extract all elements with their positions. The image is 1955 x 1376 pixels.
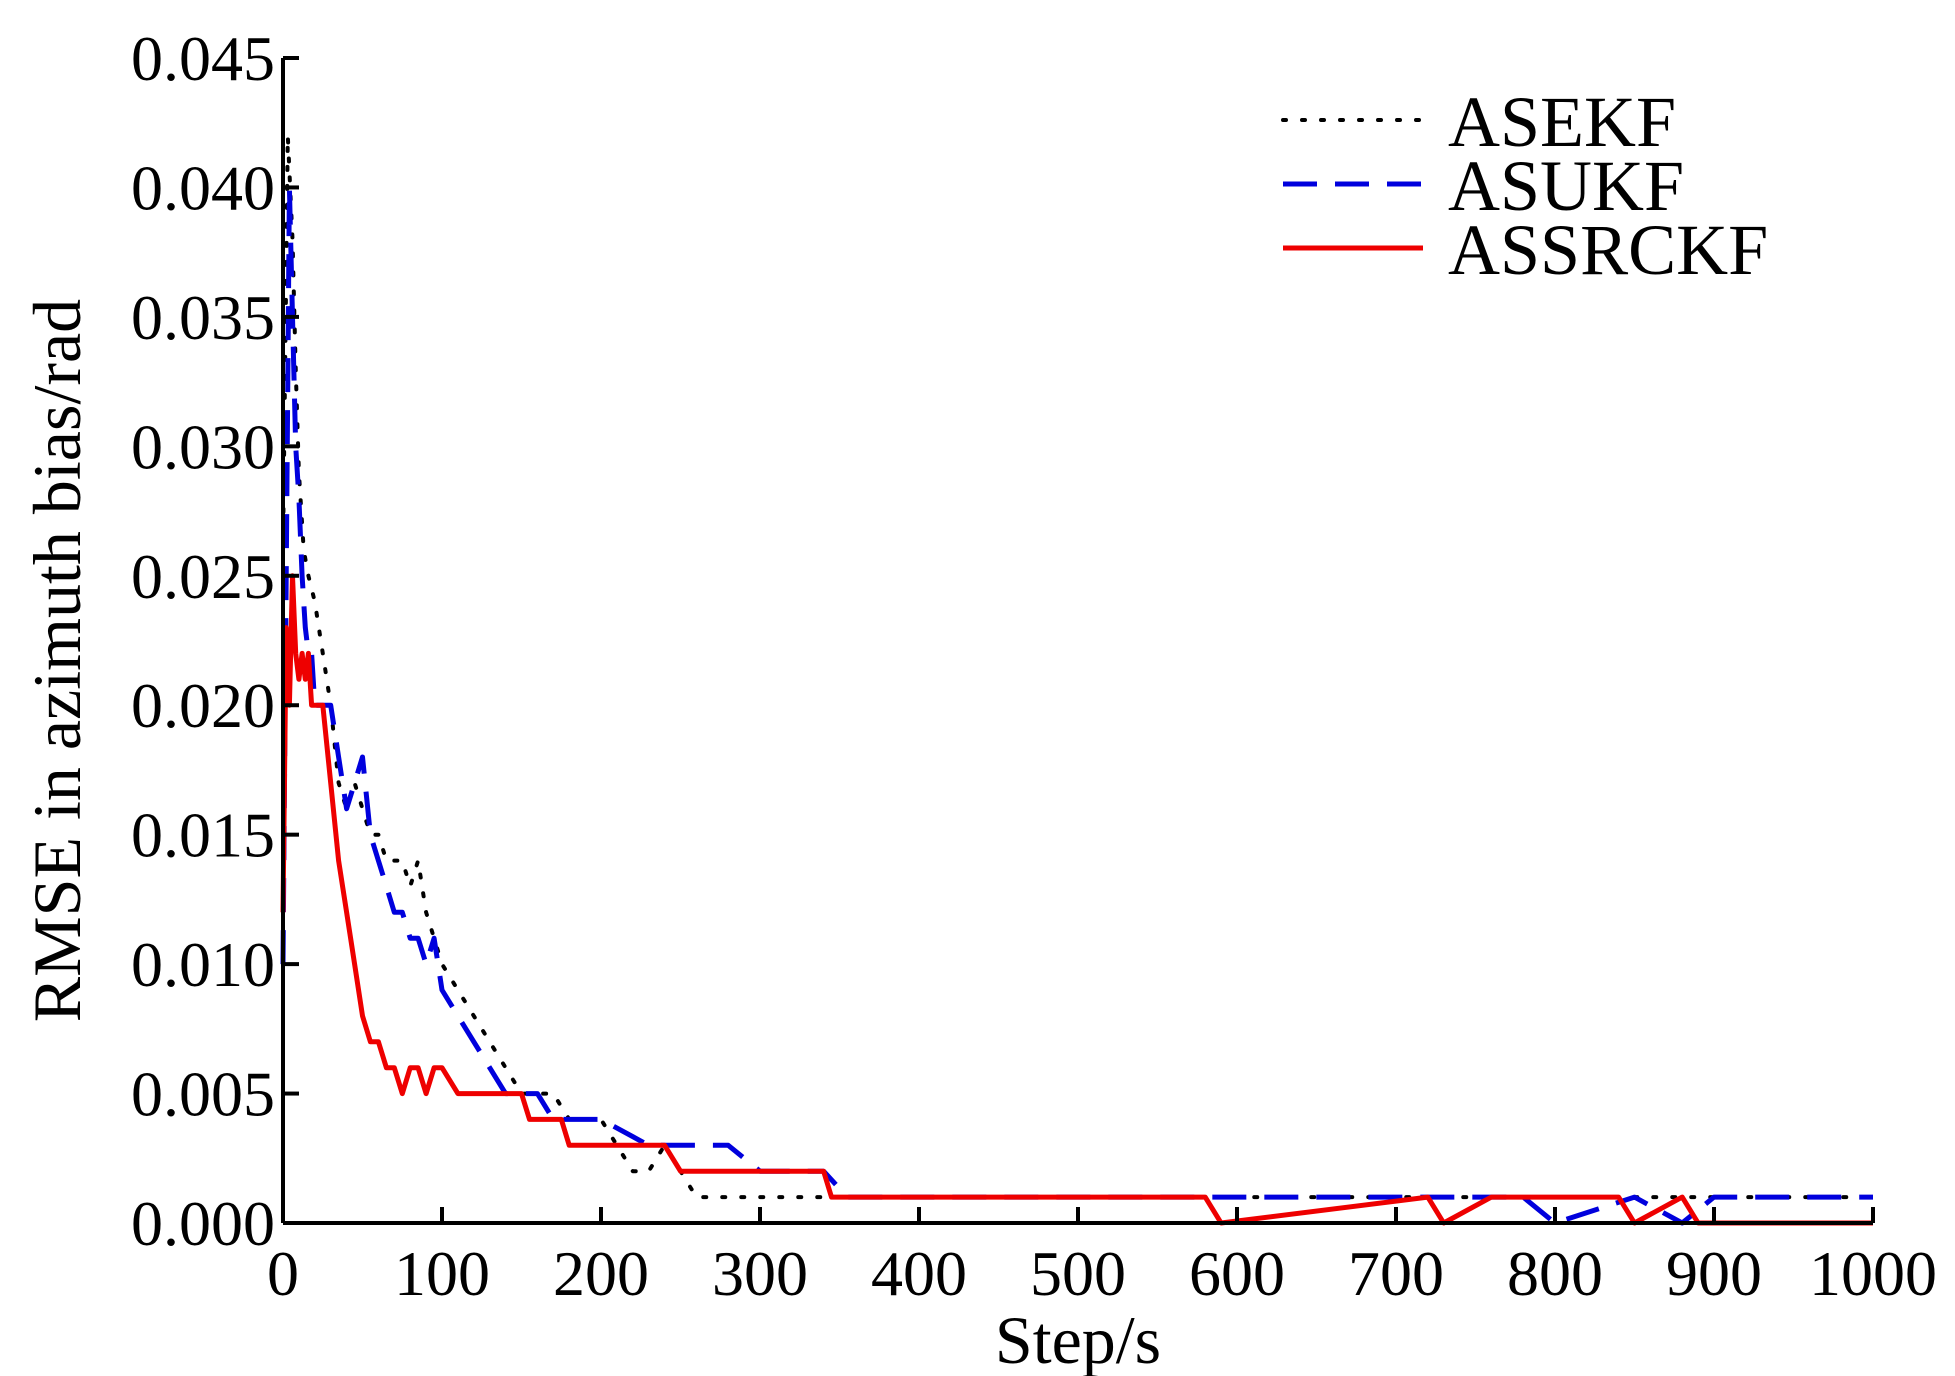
- y-tick-label: 0.035: [131, 282, 275, 353]
- x-tick-label: 800: [1507, 1238, 1603, 1309]
- x-axis-title: Step/s: [995, 1302, 1161, 1376]
- y-tick-label: 0.040: [131, 152, 275, 223]
- y-tick-label: 0.030: [131, 411, 275, 482]
- y-tick-label: 0.015: [131, 800, 275, 871]
- legend-label-asekf: ASEKF: [1448, 82, 1676, 162]
- series-line-assrckf: [280, 573, 1873, 1226]
- x-tick-label: 700: [1348, 1238, 1444, 1309]
- x-tick-label: 100: [394, 1238, 490, 1309]
- x-ticks: 0 100 200 300 400 500 600 700 800 900 1000: [267, 1207, 1937, 1309]
- series-line-asekf: [281, 133, 1875, 1200]
- y-tick-label: 0.000: [131, 1188, 275, 1259]
- x-tick-label: 0: [267, 1238, 299, 1309]
- y-tick-label: 0.045: [131, 23, 275, 94]
- y-tick-label: 0.010: [131, 929, 275, 1000]
- y-axis-title: RMSE in azimuth bias/rad: [19, 299, 95, 1022]
- series-layer: [280, 133, 1875, 1226]
- x-tick-label: 500: [1030, 1238, 1126, 1309]
- y-ticks: 0.000 0.005 0.010 0.015 0.020 0.025 0.030 0.035…: [131, 23, 299, 1259]
- x-tick-label: 1000: [1809, 1238, 1937, 1309]
- x-tick-label: 900: [1666, 1238, 1762, 1309]
- series-line-asukf: [280, 184, 1873, 1226]
- legend-label-asukf: ASUKF: [1448, 146, 1684, 226]
- y-tick-label: 0.020: [131, 670, 275, 741]
- x-tick-label: 300: [712, 1238, 808, 1309]
- y-tick-label: 0.025: [131, 541, 275, 612]
- y-tick-label: 0.005: [131, 1059, 275, 1130]
- legend-label-assrckf: ASSRCKF: [1448, 210, 1768, 290]
- x-tick-label: 400: [871, 1238, 967, 1309]
- x-tick-label: 200: [553, 1238, 649, 1309]
- x-tick-label: 600: [1189, 1238, 1285, 1309]
